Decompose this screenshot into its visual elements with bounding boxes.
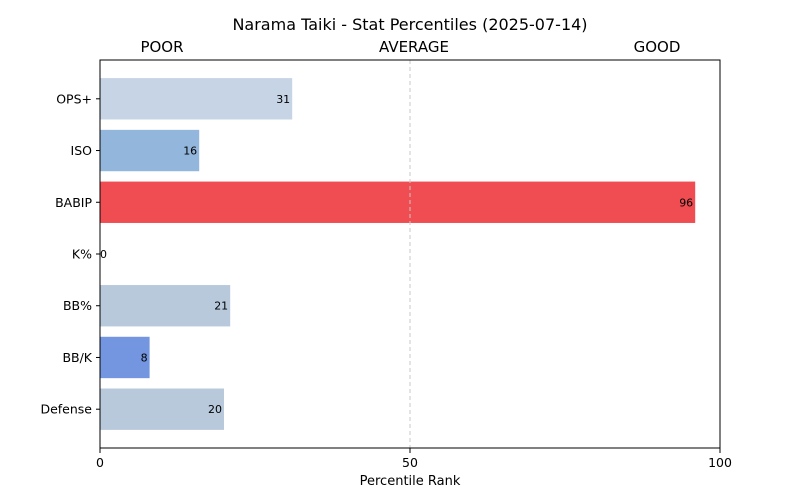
header-label-average: AVERAGE: [379, 38, 449, 56]
x-tick-label: 0: [96, 455, 104, 470]
value-label: 31: [276, 93, 290, 106]
value-label: 16: [183, 145, 197, 158]
y-tick-label: BB/K: [62, 350, 92, 365]
x-tick-label: 50: [402, 455, 418, 470]
bar-ops-: [100, 78, 293, 120]
y-tick-label: K%: [72, 247, 92, 262]
x-axis-label: Percentile Rank: [360, 474, 461, 489]
value-label: 8: [141, 351, 148, 364]
y-tick-label: ISO: [71, 143, 93, 158]
header-label-good: GOOD: [634, 38, 681, 56]
bar-iso: [100, 129, 200, 172]
header-label-poor: POOR: [140, 38, 183, 56]
bar-defense: [100, 388, 224, 430]
plot-frame: [99, 59, 721, 449]
chart-title: Narama Taiki - Stat Percentiles (2025-07…: [232, 15, 587, 34]
x-tick-label: 100: [708, 455, 732, 470]
bar-bb-: [100, 285, 231, 327]
y-tick-label: BB%: [63, 298, 92, 313]
axis-layer: OPS+ ISO BABIP K% BB% BB/K Defense 0 50 100: [40, 60, 732, 470]
y-tick-label: BABIP: [55, 195, 92, 210]
bar-babip: [100, 181, 696, 223]
labels-layer: 31 16 96 0 21 8 20: [100, 93, 693, 416]
value-label: 21: [214, 300, 228, 313]
y-tick-label: OPS+: [56, 91, 92, 106]
y-tick-label: Defense: [40, 402, 92, 417]
bars-layer: [100, 78, 696, 430]
value-label: 20: [208, 403, 222, 416]
value-label: 0: [100, 248, 107, 261]
value-label: 96: [679, 196, 693, 209]
bar-bb-k: [100, 336, 150, 379]
